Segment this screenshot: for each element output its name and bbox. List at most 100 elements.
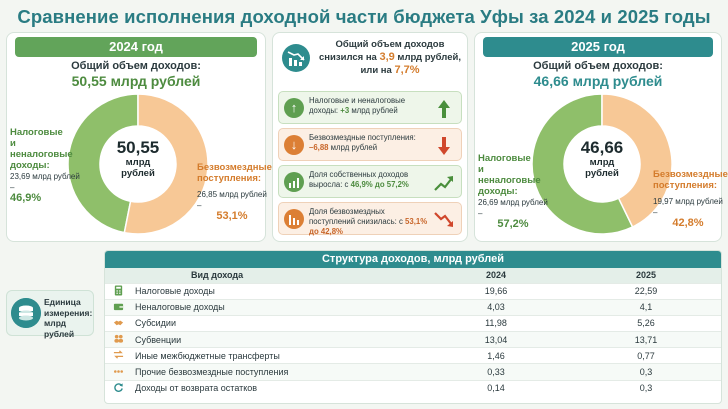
right-label1-2025: Безвозмездные [653, 169, 728, 180]
summary-panel: Общий объем доходов снизился на 3,9 млрд… [272, 32, 468, 242]
decline-bars-icon [284, 209, 304, 229]
left-label1-2025: Налоговые [478, 153, 531, 164]
center-unit2-2024: рублей [121, 168, 155, 179]
left-pct-2025: 57,2% [497, 218, 529, 230]
panel-2025: 2025 год Общий объем доходов: 46,66 млрд… [474, 32, 728, 242]
total-value-2024: 50,55 млрд рублей [71, 73, 201, 89]
row-value-2025: 0,3 [571, 379, 721, 397]
table-row: Неналоговые доходы 4,03 4,1 [105, 298, 721, 316]
legend-right-2025: Безвозмездные поступления: 19,97 млрд ру… [653, 169, 728, 229]
up-arrow-circle-icon: ↑ [284, 98, 304, 118]
card1-line2b: млрд рублей [349, 106, 398, 115]
row-name: Иные межбюджетные трансферты [131, 347, 421, 364]
row-value-2024: 4,03 [421, 298, 571, 316]
summary-text: Общий объем доходов снизился на 3,9 млрд… [315, 39, 465, 77]
card4-line2a: поступлений снизилась: с [309, 217, 406, 226]
center-unit2-2025: рублей [585, 168, 619, 179]
row-value-2024: 19,66 [421, 282, 571, 300]
left-amount-2025: 26,69 млрд рублей – [478, 198, 548, 218]
people-icon [105, 331, 131, 348]
donut-center-2025: 46,66 млрд рублей [569, 139, 635, 180]
row-value-2025: 4,1 [571, 298, 721, 316]
wallet-icon [105, 298, 131, 316]
left-label2-2025: и неналоговые [478, 164, 541, 186]
slice-transfers-2024 [123, 93, 209, 235]
row-name: Субвенции [131, 331, 421, 348]
coins-icon [11, 298, 41, 328]
table-row: Субсидии 11,98 5,26 [105, 314, 721, 332]
revenue-structure-table: Структура доходов, млрд рублей Вид доход… [104, 250, 722, 404]
right-amount-2024: 26,85 млрд рублей – [197, 190, 267, 210]
summary-line2a: снизился на [319, 52, 380, 63]
left-pct-2024: 46,9% [10, 192, 42, 204]
decline-chart-icon [282, 44, 310, 72]
arrow-down-icon [438, 137, 450, 155]
summary-card-own-revenue: ↑ Налоговые и неналоговые доходы: +3 млр… [278, 91, 462, 124]
year-header-2025: 2025 год [483, 37, 713, 57]
donut-hole-2025 [565, 127, 639, 201]
left-label2-2024: и неналоговые [10, 138, 73, 160]
arrow-up-icon [438, 100, 450, 118]
year-header-2024: 2024 год [15, 37, 257, 57]
card4-highlight: 53,1% до 42,8% [309, 217, 428, 236]
row-value-2024: 0,33 [421, 363, 571, 381]
right-label1-2024: Безвозмездные [197, 162, 272, 173]
page-title: Сравнение исполнения доходной части бюдж… [17, 6, 711, 27]
col-header-2025: 2025 [571, 268, 721, 283]
right-amount-2025: 19,97 млрд рублей – [653, 197, 723, 217]
summary-line3-num: 7,7% [394, 64, 420, 76]
center-unit1-2024: млрд [125, 157, 151, 168]
revenue-table: Вид дохода 2024 2025 Налоговые доходы 19,… [105, 268, 721, 397]
panel-2024: 2024 год Общий объем доходов: 50,55 млрд… [6, 32, 272, 242]
growth-chart-icon [284, 172, 304, 192]
card3-highlight: 46,9% до 57,2% [350, 180, 409, 189]
row-value-2025: 5,26 [571, 314, 721, 332]
card2-line1: Безвозмездные поступления: [309, 133, 416, 142]
transfer-icon [105, 347, 131, 364]
donut-hole-2024 [101, 127, 175, 201]
table-row: Прочие безвозмездные поступления 0,33 0,3 [105, 363, 721, 381]
legend-right-2024: Безвозмездные поступления: 26,85 млрд ру… [197, 162, 272, 222]
summary-card-transfer-share: Доля безвозмездных поступлений снизилась… [278, 202, 462, 236]
summary-line1: Общий объем доходов [335, 39, 445, 50]
unit-line2: измерения: [44, 307, 93, 318]
legend-left-2024: Налоговые и неналоговые доходы: 23,69 мл… [10, 127, 80, 204]
slice-transfers-2025 [601, 93, 673, 228]
row-name: Прочие безвозмездные поступления [131, 363, 421, 381]
unit-line1: Единица [44, 297, 81, 307]
down-arrow-circle-icon: ↓ [284, 135, 304, 155]
summary-card-transfers: ↓ Безвозмездные поступления: –6,88 млрд … [278, 128, 462, 161]
right-pct-2024: 53,1% [216, 210, 248, 222]
donut-2024 [65, 91, 211, 237]
row-name: Неналоговые доходы [131, 298, 421, 316]
slice-own-revenue-2024 [67, 93, 139, 234]
left-label3-2025: доходы: [478, 186, 518, 197]
table-title: Структура доходов, млрд рублей [105, 251, 721, 268]
left-label3-2024: доходы: [10, 160, 50, 171]
total-label-2025: Общий объем доходов: [533, 60, 663, 72]
total-value-2025: 46,66 млрд рублей [533, 73, 663, 89]
card2-highlight: –6,88 [309, 143, 329, 152]
handshake-icon [105, 314, 131, 332]
card4-line1: Доля безвозмездных [309, 207, 385, 216]
summary-line2-num: 3,9 [379, 51, 395, 63]
unit-box: Единица измерения: млрд рублей [6, 290, 94, 339]
card3-line2a: выросла: с [309, 180, 351, 189]
card1-line1: Налоговые и неналоговые [309, 96, 406, 105]
row-value-2025: 22,59 [571, 282, 721, 300]
trend-down-icon [434, 212, 453, 227]
card2-line2b: млрд рублей [328, 143, 378, 152]
right-label2-2025: поступления: [653, 180, 718, 191]
total-label-2024: Общий объем доходов: [71, 60, 201, 72]
row-value-2025: 0,3 [571, 363, 721, 381]
row-value-2025: 0,77 [571, 347, 721, 364]
card1-line2a: доходы: [309, 106, 341, 115]
table-row: Иные межбюджетные трансферты 1,46 0,77 [105, 347, 721, 364]
row-name: Субсидии [131, 314, 421, 332]
dots-icon [105, 363, 131, 381]
unit-line3: млрд рублей [44, 318, 75, 339]
row-value-2024: 11,98 [421, 314, 571, 332]
col-header-type: Вид дохода [131, 268, 421, 283]
card1-highlight: +3 [340, 106, 350, 115]
row-value-2024: 1,46 [421, 347, 571, 364]
